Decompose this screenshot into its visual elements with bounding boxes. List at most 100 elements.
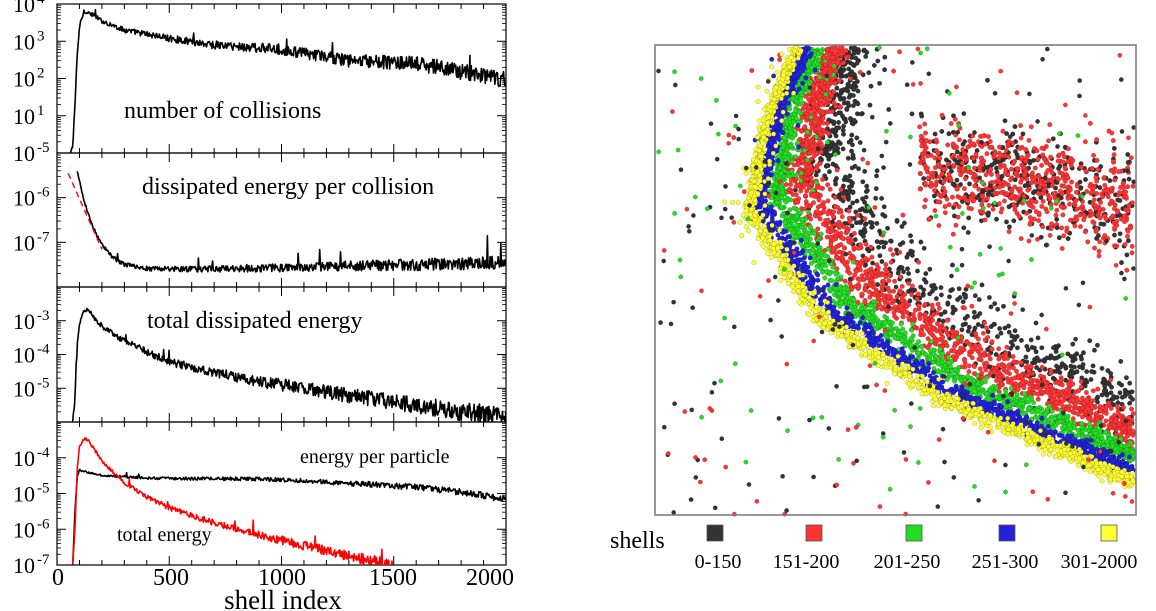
scatter-point: [824, 163, 830, 169]
scatter-point: [749, 67, 755, 73]
scatter-point: [922, 180, 928, 186]
scatter-point: [1006, 224, 1012, 230]
scatter-point: [786, 186, 792, 192]
scatter-point: [820, 115, 826, 121]
scatter-point: [939, 128, 945, 134]
scatter-point: [836, 291, 842, 297]
scatter-point: [1092, 347, 1098, 353]
scatter-point: [901, 220, 907, 226]
scatter-point: [1018, 236, 1024, 242]
scatter-point: [973, 331, 979, 337]
scatter-point: [906, 280, 912, 286]
scatter-point: [971, 309, 977, 315]
scatter-point: [1125, 228, 1131, 234]
scatter-point: [1074, 183, 1080, 189]
scatter-point: [946, 354, 952, 360]
scatter-point: [1123, 375, 1129, 381]
scatter-point: [1013, 381, 1019, 387]
scatter-point: [1015, 386, 1021, 392]
scatter-point: [849, 132, 855, 138]
scatter-point: [994, 216, 1000, 222]
scatter-point: [1099, 392, 1105, 398]
scatter-point: [899, 337, 905, 343]
scatter-point: [997, 144, 1003, 150]
scatter-point: [877, 253, 883, 259]
scatter-point: [869, 224, 875, 230]
scatter-point: [1068, 363, 1074, 369]
scatter-point: [961, 150, 967, 156]
scatter-point: [866, 315, 872, 321]
scatter-point: [882, 54, 888, 60]
scatter-point: [838, 51, 844, 57]
scatter-point: [1004, 219, 1010, 225]
scatter-point: [997, 326, 1003, 332]
scatter-point: [1105, 368, 1111, 374]
scatter-point: [1041, 377, 1047, 383]
scatter-point: [867, 102, 873, 108]
scatter-point: [905, 266, 911, 272]
scatter-point: [1025, 187, 1031, 193]
scatter-point: [1024, 210, 1030, 216]
scatter-point: [1024, 343, 1030, 349]
scatter-point: [1037, 386, 1043, 392]
scatter-point: [1031, 378, 1037, 384]
scatter-point: [1095, 166, 1101, 172]
scatter-point: [966, 363, 972, 369]
scatter-point: [881, 244, 887, 250]
scatter-point: [856, 245, 862, 251]
scatter-point: [828, 234, 834, 240]
scatter-point: [1058, 378, 1064, 384]
scatter-point: [995, 334, 1001, 340]
scatter-point: [948, 288, 954, 294]
scatter-point: [1104, 187, 1110, 193]
scatter-point: [818, 231, 824, 237]
scatter-point: [936, 222, 942, 228]
scatter-point: [883, 274, 889, 280]
scatter-point: [787, 143, 793, 149]
scatter-point: [924, 138, 930, 144]
scatter-point: [1094, 235, 1100, 241]
y-tick-exponent: 3: [37, 28, 45, 44]
scatter-point: [980, 133, 986, 139]
scatter-point: [930, 306, 936, 312]
scatter-point: [832, 80, 838, 86]
scatter-point: [971, 165, 977, 171]
scatter-point: [854, 212, 860, 218]
scatter-point: [910, 321, 916, 327]
scatter-point: [922, 301, 928, 307]
scatter-point: [889, 297, 895, 303]
scatter-point: [866, 70, 872, 76]
scatter-point: [952, 116, 958, 122]
scatter-point: [924, 320, 930, 326]
scatter-point: [1095, 437, 1101, 443]
scatter-point: [849, 223, 855, 229]
scatter-point: [1125, 208, 1131, 214]
scatter-point: [1097, 408, 1103, 414]
scatter-point: [1128, 155, 1134, 161]
scatter-point: [851, 230, 857, 236]
scatter-point: [805, 169, 811, 175]
scatter-point: [850, 152, 856, 158]
scatter-point: [946, 171, 952, 177]
scatter-point: [927, 348, 933, 354]
scatter-point: [1035, 335, 1041, 341]
scatter-point: [814, 263, 820, 269]
scatter-point: [1033, 320, 1039, 326]
scatter-point: [787, 173, 793, 179]
scatter-point: [782, 219, 788, 225]
scatter-point: [1110, 138, 1116, 144]
scatter-point: [854, 198, 860, 204]
scatter-point: [1115, 208, 1121, 214]
scatter-point: [1050, 175, 1056, 181]
scatter-point: [996, 201, 1002, 207]
scatter-point: [849, 142, 855, 148]
scatter-point: [1059, 399, 1065, 405]
scatter-points: [656, 44, 1137, 517]
scatter-point: [841, 260, 847, 266]
scatter-point: [799, 100, 805, 106]
scatter-point: [841, 285, 847, 291]
series-line-0: [71, 307, 506, 422]
scatter-point: [1122, 436, 1128, 442]
scatter-point: [969, 345, 975, 351]
scatter-point: [980, 193, 986, 199]
